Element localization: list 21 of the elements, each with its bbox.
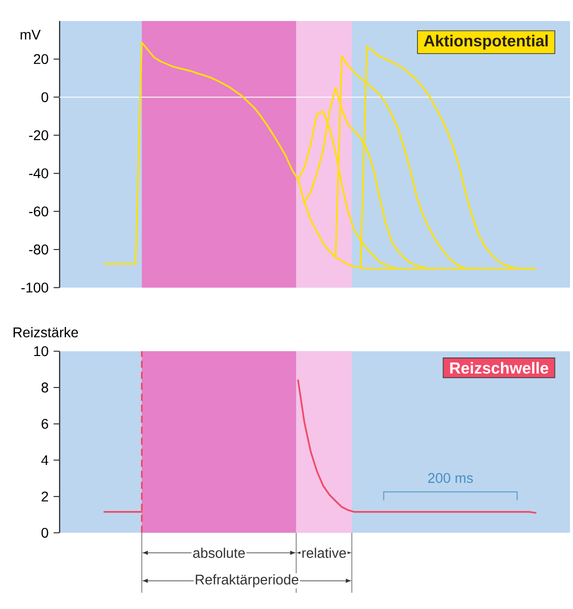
y-tick-label: 0: [41, 528, 48, 538]
y-tick-label: 6: [42, 418, 48, 429]
y-tick-label: -80: [29, 244, 48, 254]
y-tick-label: 8: [42, 382, 48, 392]
text: Refraktärperiode: [196, 574, 298, 588]
y-tick-label: 2: [42, 492, 48, 502]
text: Aktionspotential: [424, 34, 548, 50]
y-tick-label: -20: [29, 130, 48, 140]
y-axis-title: Reizstärke: [14, 327, 78, 338]
y-tick-label: 10: [34, 346, 48, 356]
y-tick-label: -40: [29, 168, 48, 178]
y-tick-label: 4: [41, 455, 48, 465]
y-tick-label: -100: [21, 282, 48, 293]
y-tick-label: 20: [34, 54, 48, 64]
annotation: 200 ms: [428, 473, 473, 483]
y-axis-title: mV: [20, 30, 41, 40]
text: absolute: [193, 548, 245, 558]
text: Reizschwelle: [450, 362, 548, 374]
text: relative: [302, 548, 346, 558]
y-tick-label: 0: [41, 92, 48, 102]
y-tick-label: -60: [29, 206, 48, 216]
